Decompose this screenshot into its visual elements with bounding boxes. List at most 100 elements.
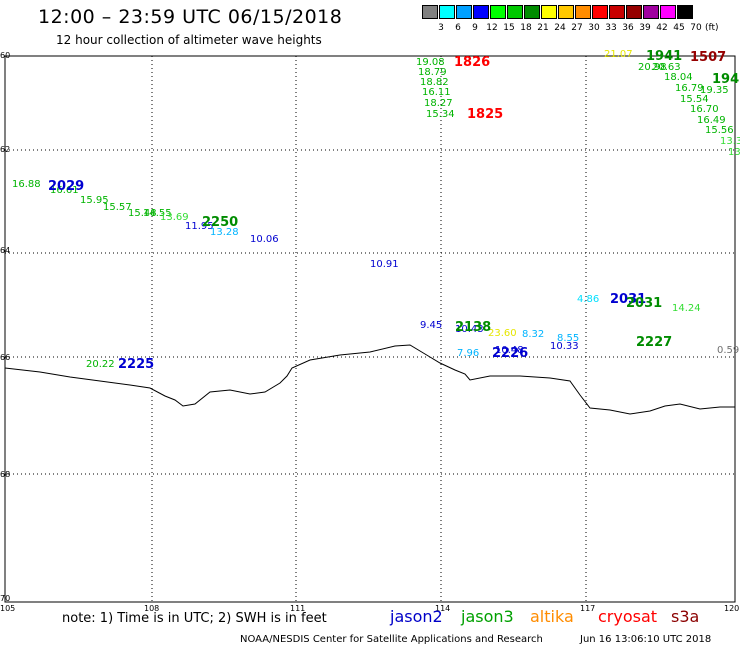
lon-label-114: 114 <box>435 604 451 613</box>
pass-time-label: 2226 <box>492 346 529 361</box>
wave-height-value: 19.35 <box>700 85 729 96</box>
pass-time-label: 1826 <box>454 55 491 70</box>
lon-label-120: 120 <box>724 604 740 613</box>
wave-height-value: 8.32 <box>522 329 545 340</box>
map-subtitle: 12 hour collection of altimeter wave hei… <box>56 33 322 47</box>
credit-line: NOAA/NESDIS Center for Satellite Applica… <box>240 634 543 645</box>
wave-height-value: 10.06 <box>250 234 279 245</box>
pass-time-label: 2031 <box>610 292 647 307</box>
pass-time-label: 2138 <box>455 320 492 335</box>
wave-height-value: 18.27 <box>424 98 453 109</box>
wave-height-value: 10.43 <box>455 324 484 335</box>
map-title: 12:00 – 23:59 UTC 06/15/2018 <box>38 6 343 28</box>
wave-height-value: 18.04 <box>664 72 693 83</box>
color-swatch-42 <box>643 5 659 19</box>
wave-height-value: 11.95 <box>185 221 214 232</box>
wave-height-value: 10.91 <box>370 259 399 270</box>
wave-height-value: 21.07 <box>604 49 633 60</box>
wave-height-value: 14.55 <box>143 208 172 219</box>
color-label-27: 27 <box>571 23 583 33</box>
color-swatch-9 <box>456 5 472 19</box>
color-swatch-45 <box>660 5 676 19</box>
color-label-6: 6 <box>455 23 461 33</box>
legend-altika: altika <box>530 607 574 626</box>
color-swatch-33 <box>592 5 608 19</box>
wave-height-value: 15.34 <box>426 109 455 120</box>
wave-height-value: 16.79 <box>675 83 704 94</box>
wave-height-value: 8.55 <box>557 333 580 344</box>
wave-height-value: 13.32 <box>720 136 740 147</box>
color-scale-unit: (ft) <box>705 23 719 33</box>
pass-time-label: 1941 <box>646 49 683 64</box>
lon-label-105: 105 <box>0 604 16 613</box>
wave-height-value: 15.57 <box>103 202 132 213</box>
pass-time-label: 1825 <box>467 107 504 122</box>
lat-label-66: 66 <box>0 353 11 362</box>
wave-height-value: 10.33 <box>550 341 579 352</box>
wave-height-value: 15.48 <box>128 208 157 219</box>
wave-height-value: 16.61 <box>50 185 79 196</box>
wave-height-value: 13.69 <box>160 212 189 223</box>
lon-label-108: 108 <box>144 604 160 613</box>
wave-height-value: 13.28 <box>210 227 239 238</box>
lat-label-68: 68 <box>0 470 11 479</box>
color-label-39: 39 <box>639 23 651 33</box>
footnote: note: 1) Time is in UTC; 2) SWH is in fe… <box>62 611 327 626</box>
color-label-33: 33 <box>605 23 617 33</box>
color-swatch-15 <box>490 5 506 19</box>
color-swatch-3 <box>422 5 438 19</box>
lon-label-117: 117 <box>580 604 596 613</box>
wave-height-value: 16.49 <box>697 115 726 126</box>
pass-time-label: 2029 <box>48 179 85 194</box>
wave-height-value: 18.82 <box>420 77 449 88</box>
coastline <box>4 344 735 415</box>
wave-height-value: 16.11 <box>422 87 451 98</box>
wave-height-value: 19.08 <box>416 57 445 68</box>
wave-height-value: 13.1 <box>728 147 740 158</box>
wave-height-value: 4.86 <box>577 294 600 305</box>
lat-label-70: 70 <box>0 594 11 603</box>
wave-height-value: 20.22 <box>86 359 115 370</box>
color-label-18: 18 <box>520 23 532 33</box>
wave-height-value: 15.54 <box>680 94 709 105</box>
pass-time-label: 2225 <box>118 357 155 372</box>
pass-time-label: 1943 <box>712 72 740 87</box>
wave-height-value: 16.88 <box>12 179 41 190</box>
color-swatch-18 <box>507 5 523 19</box>
color-label-9: 9 <box>472 23 478 33</box>
color-swatch-12 <box>473 5 489 19</box>
lat-label-64: 64 <box>0 246 11 255</box>
color-swatch-21 <box>524 5 540 19</box>
color-label-15: 15 <box>503 23 515 33</box>
color-swatch-70 <box>677 5 693 19</box>
wave-height-value: 16.70 <box>690 104 719 115</box>
color-swatch-36 <box>609 5 625 19</box>
wave-height-value: 15.56 <box>705 125 734 136</box>
wave-height-value: 23.60 <box>488 328 517 339</box>
color-label-42: 42 <box>656 23 668 33</box>
legend-jason2: jason2 <box>390 607 443 626</box>
color-swatch-27 <box>558 5 574 19</box>
color-label-70: 70 <box>690 23 702 33</box>
color-label-45: 45 <box>673 23 685 33</box>
wave-height-value: 20.63 <box>652 62 681 73</box>
lon-label-111: 111 <box>290 604 306 613</box>
wave-height-value: 14.24 <box>672 303 701 314</box>
wave-height-value: 20.98 <box>638 62 667 73</box>
color-swatch-24 <box>541 5 557 19</box>
lat-label-62: 62 <box>0 145 11 154</box>
color-label-21: 21 <box>537 23 549 33</box>
color-swatch-6 <box>439 5 455 19</box>
wave-height-value: 0.59 <box>717 345 740 356</box>
color-label-24: 24 <box>554 23 566 33</box>
lat-lon-grid <box>5 56 735 602</box>
color-label-3: 3 <box>438 23 444 33</box>
color-label-36: 36 <box>622 23 634 33</box>
legend-cryosat: cryosat <box>598 607 658 626</box>
wave-height-value: 10.48 <box>495 345 524 356</box>
wave-height-value: 7.96 <box>457 348 480 359</box>
wave-height-value: 15.95 <box>80 195 109 206</box>
map-frame <box>4 55 736 603</box>
legend-jason3: jason3 <box>461 607 514 626</box>
